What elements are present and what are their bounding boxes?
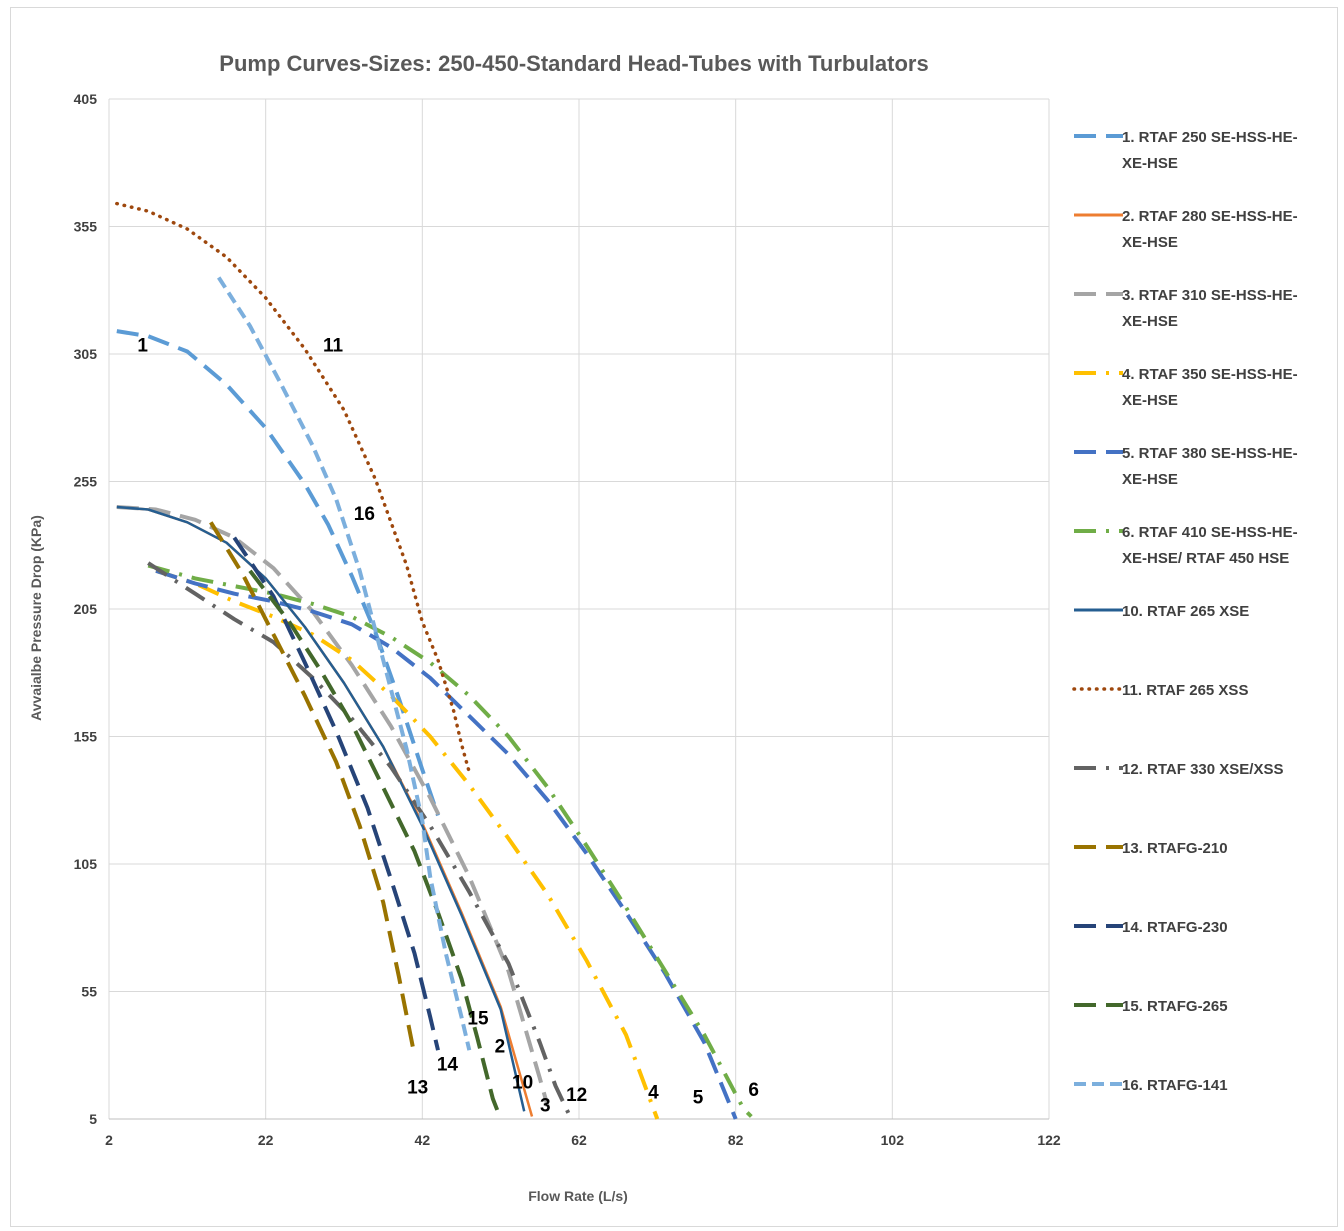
legend-label-5: 5. RTAF 380 SE-HSS-HE- (1122, 445, 1298, 462)
x-tick-label: 102 (881, 1132, 905, 1148)
x-tick-label: 22 (258, 1132, 274, 1148)
y-tick-label: 405 (74, 91, 98, 107)
curve-label-5: 5 (693, 1088, 704, 1109)
series-line-14 (232, 536, 440, 1051)
pump-curve-chart: Pump Curves-Sizes: 250-450-Standard Head… (28, 51, 1298, 1204)
series-line-5 (155, 568, 738, 1120)
curve-label-15: 15 (467, 1009, 489, 1030)
curve-label-6: 6 (748, 1080, 759, 1101)
legend-label-10: 10. RTAF 265 XSE (1122, 603, 1249, 620)
series-line-13 (209, 521, 417, 1056)
curve-label-3: 3 (540, 1095, 551, 1116)
y-tick-label: 155 (74, 729, 98, 745)
x-tick-label: 122 (1037, 1132, 1061, 1148)
legend-label-16: 16. RTAFG-141 (1122, 1077, 1228, 1094)
x-tick-label: 2 (105, 1132, 113, 1148)
x-tick-label: 82 (728, 1132, 744, 1148)
series-line-4 (155, 568, 660, 1120)
curve-label-14: 14 (437, 1055, 459, 1076)
legend-label-3: 3. RTAF 310 SE-HSS-HE- (1122, 287, 1298, 304)
y-tick-label: 305 (74, 346, 98, 362)
series-line-11 (115, 201, 472, 774)
curve-label-12: 12 (566, 1085, 587, 1106)
y-tick-label: 5 (89, 1111, 97, 1127)
curve-label-11: 11 (323, 335, 344, 356)
legend-label-2: XE-HSE (1122, 234, 1178, 251)
curve-label-13: 13 (407, 1078, 428, 1099)
y-tick-label: 105 (74, 856, 98, 872)
legend-label-14: 14. RTAFG-230 (1122, 919, 1228, 936)
legend-label-1: 1. RTAF 250 SE-HSS-HE- (1122, 129, 1298, 146)
legend-label-1: XE-HSE (1122, 155, 1178, 172)
curve-label-10: 10 (512, 1072, 533, 1093)
legend-label-6: XE-HSE/ RTAF 450 HSE (1122, 550, 1289, 567)
x-tick-label: 42 (415, 1132, 431, 1148)
legend-label-3: XE-HSE (1122, 313, 1178, 330)
legend: 1. RTAF 250 SE-HSS-HE- XE-HSE 2. RTAF 280 … (1072, 129, 1298, 1094)
legend-label-4: 4. RTAF 350 SE-HSS-HE- (1122, 366, 1298, 383)
legend-label-13: 13. RTAFG-210 (1122, 840, 1228, 857)
series-line-12 (147, 561, 574, 1120)
series-line-10 (116, 505, 526, 1112)
series-lines (115, 201, 753, 1120)
legend-label-5: XE-HSE (1122, 471, 1178, 488)
x-axis-title: Flow Rate (L/s) (528, 1188, 628, 1204)
series-line-3 (116, 505, 550, 1107)
y-tick-label: 255 (74, 474, 98, 490)
y-tick-label: 55 (81, 984, 97, 1000)
legend-label-6: 6. RTAF 410 SE-HSS-HE- (1122, 524, 1298, 541)
chart-title: Pump Curves-Sizes: 250-450-Standard Head… (219, 51, 928, 76)
curve-label-1: 1 (137, 335, 148, 356)
legend-label-15: 15. RTAFG-265 (1122, 998, 1228, 1015)
y-axis-title: Avvaialbe Pressure Drop (KPa) (28, 515, 44, 721)
y-tick-label: 355 (74, 219, 98, 235)
y-tick-label: 205 (74, 601, 98, 617)
legend-label-2: 2. RTAF 280 SE-HSS-HE- (1122, 208, 1298, 225)
legend-label-12: 12. RTAF 330 XSE/XSS (1122, 761, 1283, 778)
curve-label-4: 4 (648, 1083, 659, 1104)
chart-frame: Pump Curves-Sizes: 250-450-Standard Head… (10, 7, 1338, 1227)
curve-label-16: 16 (354, 504, 375, 525)
curve-label-2: 2 (495, 1037, 506, 1058)
x-tick-label: 62 (571, 1132, 587, 1148)
series-line-16 (217, 276, 472, 1051)
legend-label-4: XE-HSE (1122, 392, 1178, 409)
legend-label-11: 11. RTAF 265 XSS (1122, 682, 1248, 699)
series-line-15 (248, 569, 503, 1120)
